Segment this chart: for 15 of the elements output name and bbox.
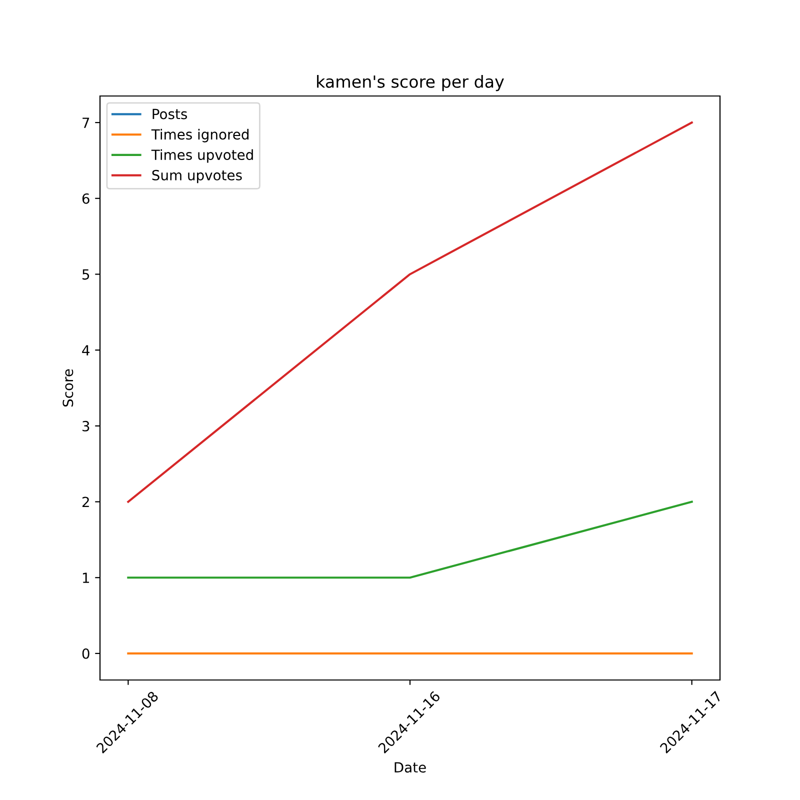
legend-label: Sum upvotes xyxy=(152,170,242,184)
y-axis-title: Score xyxy=(62,369,74,407)
x-axis-title: Date xyxy=(394,762,426,773)
y-tick-label: 2 xyxy=(82,496,89,508)
legend-label: Times upvoted xyxy=(151,149,253,163)
legend-label: Posts xyxy=(152,108,187,120)
y-tick-label: 1 xyxy=(82,572,89,583)
legend-label: Times ignored xyxy=(151,128,248,142)
chart-title: kamen's score per day xyxy=(317,75,504,92)
y-tick-label: 5 xyxy=(82,269,90,280)
y-tick-label: 0 xyxy=(82,648,90,659)
y-tick-label: 3 xyxy=(82,420,90,432)
y-tick-label: 6 xyxy=(82,193,90,204)
y-tick-label: 4 xyxy=(82,345,90,356)
y-tick-label: 7 xyxy=(82,118,90,128)
